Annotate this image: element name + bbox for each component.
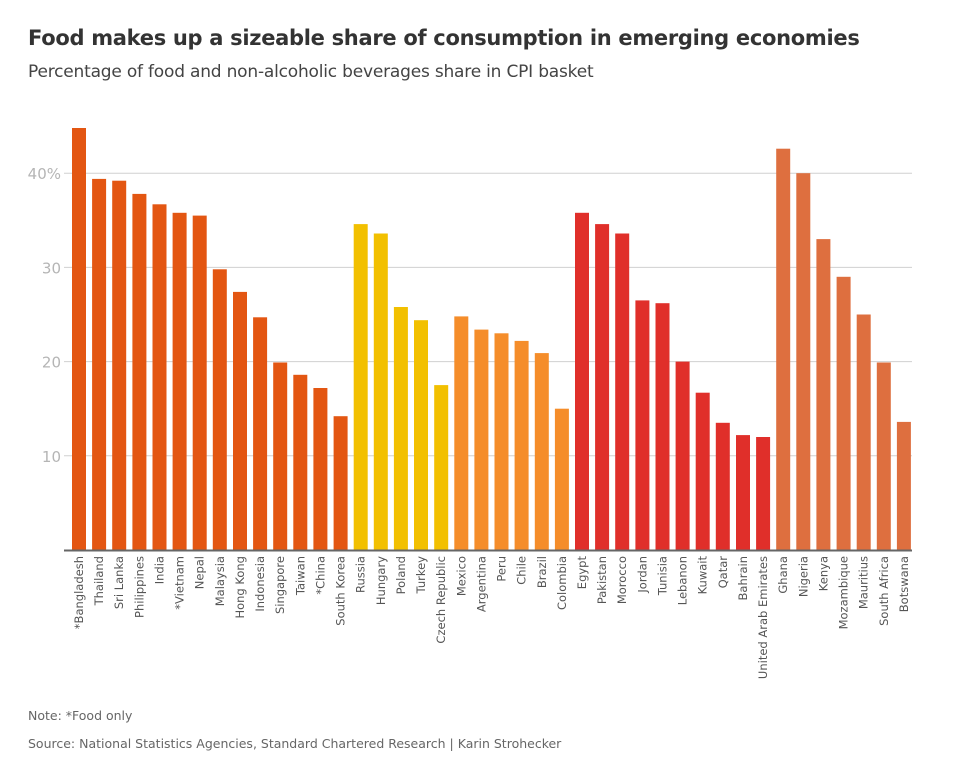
- bar-egypt: [575, 212, 589, 551]
- bar-chile: [514, 340, 529, 550]
- bar-kuwait: [695, 392, 710, 550]
- x-tick-label: Peru: [495, 556, 509, 582]
- bar-mexico: [454, 316, 469, 550]
- x-tick-label: Mozambique: [837, 556, 851, 629]
- x-tick-label: Thailand: [92, 556, 106, 606]
- footnote: Note: *Food only: [28, 708, 133, 723]
- x-tick-label: United Arab Emirates: [756, 556, 770, 679]
- bar-bahrain: [736, 435, 750, 550]
- bar-mauritius: [856, 314, 871, 550]
- x-tick-label: Colombia: [555, 556, 569, 610]
- x-tick-label: Pakistan: [595, 556, 609, 604]
- bar-jordan: [635, 300, 650, 550]
- chart-title: Food makes up a sizeable share of consum…: [28, 26, 860, 50]
- x-tick-label: Sri Lanka: [112, 556, 126, 609]
- bar-russia: [353, 224, 368, 550]
- bar-nigeria: [796, 173, 811, 550]
- x-tick-label: Hungary: [374, 556, 388, 605]
- bar-pakistan: [595, 224, 610, 550]
- x-tick-label: Taiwan: [293, 556, 307, 596]
- bar-morocco: [615, 233, 630, 550]
- bar-botswana: [896, 421, 911, 550]
- bar-hong-kong: [233, 291, 247, 550]
- x-tick-label: Malaysia: [213, 556, 227, 606]
- x-tick-label: Lebanon: [676, 556, 690, 605]
- x-tick-label: Hong Kong: [233, 556, 247, 619]
- bar-brazil: [534, 353, 549, 550]
- bar-turkey: [414, 320, 428, 550]
- y-tick-label: 10: [42, 448, 61, 466]
- x-tick-label: Turkey: [414, 556, 428, 595]
- x-tick-label: Bahrain: [736, 556, 750, 600]
- bar-poland: [393, 307, 408, 550]
- bar-lebanon: [675, 361, 690, 550]
- x-tick-label: Botswana: [897, 556, 911, 612]
- x-axis-labels: *Bangladesh Thailand Sri Lanka Philippines I…: [72, 556, 911, 680]
- bar-chart: 10 20 30 40% *Bangladesh Thailand Sri Lanka Ph…: [28, 128, 912, 680]
- bar-philippines: [132, 193, 147, 550]
- x-tick-label: Qatar: [716, 556, 730, 589]
- x-tick-label: Russia: [354, 556, 368, 593]
- x-tick-label: Czech Republic: [434, 556, 448, 644]
- x-tick-label: *China: [313, 556, 327, 595]
- bar-kenya: [816, 239, 831, 550]
- bar-czech-republic: [434, 385, 449, 550]
- bar-vietnam: [172, 212, 187, 551]
- bar-indonesia: [253, 317, 268, 550]
- x-tick-label: Argentina: [474, 556, 488, 612]
- bar-hungary: [373, 233, 388, 550]
- bar-united-arab-emirates: [756, 437, 771, 550]
- x-tick-label: Nigeria: [796, 556, 810, 597]
- bar-tunisia: [655, 303, 670, 550]
- bar-south-africa: [876, 362, 891, 550]
- bar-peru: [494, 333, 509, 550]
- x-tick-label: Mauritius: [857, 556, 871, 609]
- bar-bangladesh: [72, 128, 86, 550]
- bar-thailand: [92, 178, 107, 550]
- y-tick-label: 40%: [28, 165, 61, 183]
- x-tick-label: Philippines: [132, 556, 146, 618]
- bar-taiwan: [293, 374, 308, 550]
- bar-argentina: [474, 329, 489, 550]
- x-tick-label: Chile: [515, 556, 529, 585]
- y-tick-label: 30: [42, 259, 61, 277]
- y-axis-ticks: 10 20 30 40%: [28, 165, 61, 466]
- bar-sri-lanka: [112, 180, 127, 550]
- x-tick-label: South Korea: [334, 556, 348, 626]
- x-tick-label: Singapore: [273, 556, 287, 614]
- bar-colombia: [554, 408, 569, 550]
- x-tick-label: Morocco: [615, 556, 629, 604]
- bar-nepal: [192, 215, 207, 550]
- x-tick-label: Jordan: [635, 556, 649, 594]
- bar-india: [152, 204, 167, 551]
- x-tick-label: Brazil: [535, 556, 549, 588]
- bar-south-korea: [333, 416, 348, 550]
- x-tick-label: India: [152, 556, 166, 584]
- bar-singapore: [273, 362, 288, 550]
- x-tick-label: Tunisia: [655, 556, 669, 596]
- source-credit: Source: National Statistics Agencies, St…: [28, 736, 562, 751]
- x-tick-label: Kuwait: [696, 556, 710, 595]
- x-tick-label: Mexico: [454, 556, 468, 596]
- bars: [72, 128, 911, 551]
- bar-mozambique: [836, 276, 851, 550]
- bar-malaysia: [212, 269, 227, 550]
- x-tick-label: Egypt: [575, 556, 589, 590]
- x-tick-label: Indonesia: [253, 556, 267, 612]
- chart-subtitle: Percentage of food and non-alcoholic bev…: [28, 62, 594, 82]
- x-tick-label: *Vietnam: [173, 556, 187, 610]
- x-tick-label: Kenya: [816, 556, 830, 591]
- x-tick-label: Nepal: [193, 556, 207, 589]
- x-tick-label: South Africa: [877, 556, 891, 626]
- x-tick-label: Ghana: [776, 556, 790, 594]
- bar-ghana: [776, 148, 791, 550]
- y-tick-label: 20: [42, 354, 61, 372]
- bar-qatar: [715, 422, 730, 550]
- x-tick-label: Poland: [394, 556, 408, 594]
- bar-china: [313, 388, 328, 550]
- x-tick-label: *Bangladesh: [72, 556, 86, 629]
